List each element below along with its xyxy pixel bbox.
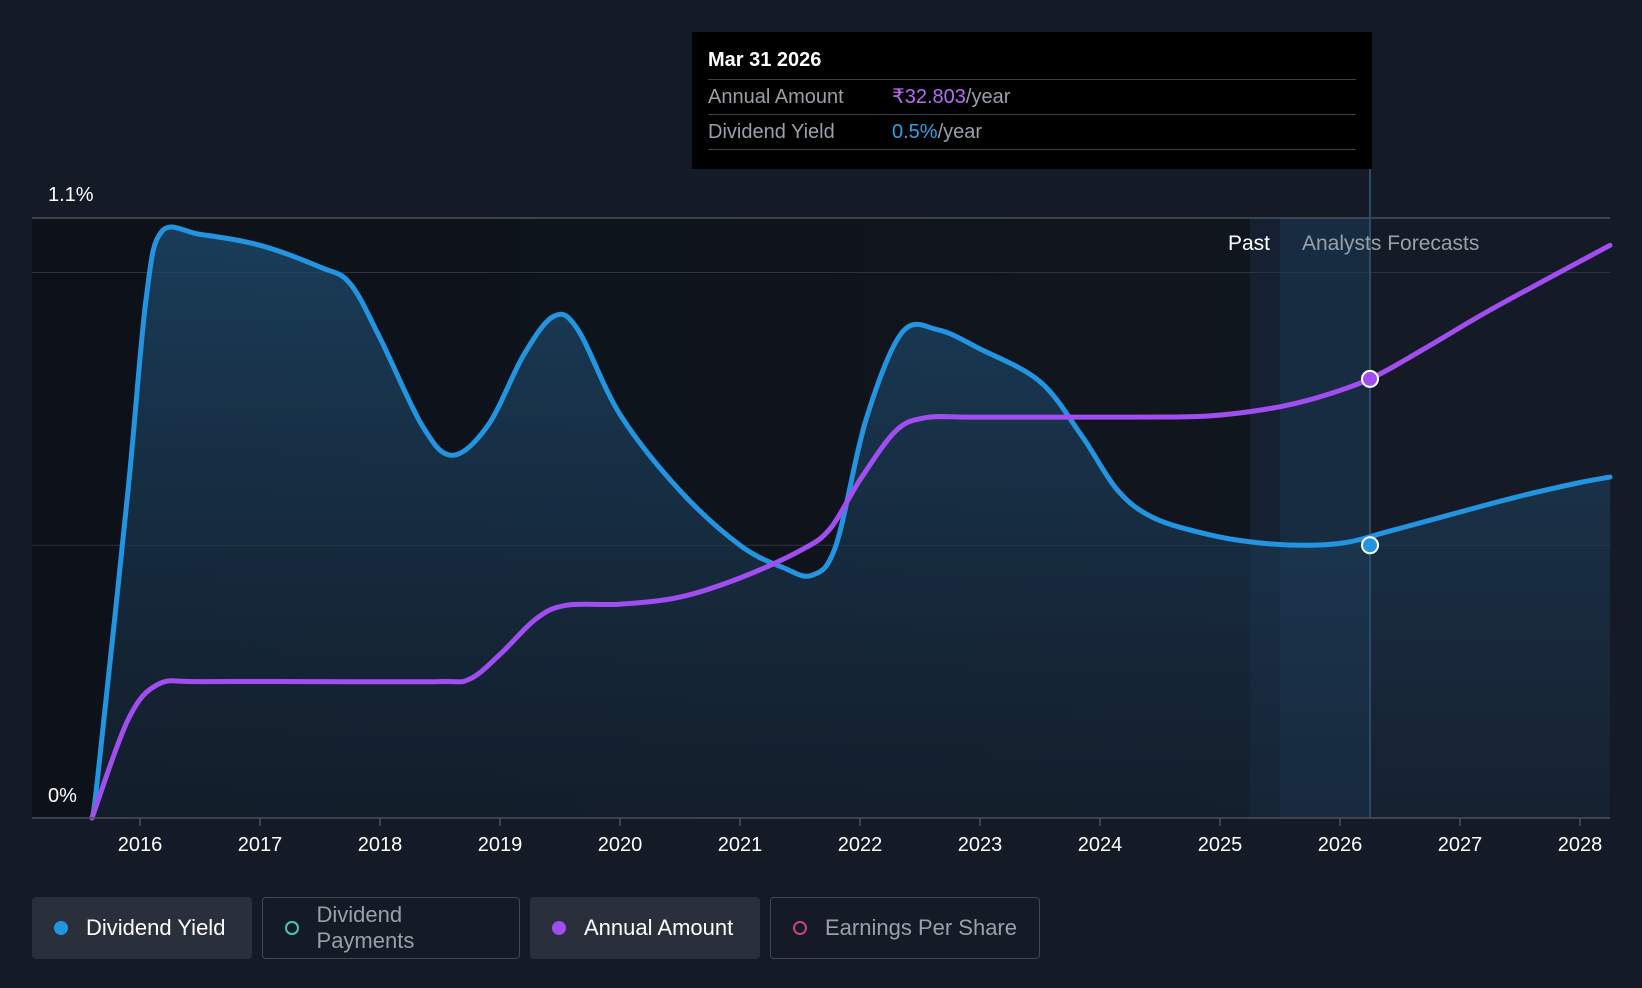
tooltip-yield-value: 0.5% [892,121,938,143]
tooltip-annual-row: Annual Amount ₹32.803/year [708,80,1356,115]
x-tick-label: 2019 [478,834,523,856]
tooltip-annual-label: Annual Amount [708,86,844,108]
dividend-yield-line [89,224,1613,821]
tooltip-yield-suffix: /year [937,121,983,143]
x-tick-label: 2027 [1438,834,1483,856]
legend-dividend-yield-icon [54,921,68,935]
tooltip-annual-value: ₹32.803 [892,86,966,108]
x-tick-label: 2028 [1558,834,1603,856]
analysts-forecasts-label: Analysts Forecasts [1302,232,1479,255]
tooltip-annual-suffix: /year [965,86,1011,108]
x-tick-label: 2026 [1318,834,1363,856]
legend-annual-amount-label: Annual Amount [584,915,734,940]
x-tick-label: 2023 [958,834,1003,856]
legend: Dividend Yield Dividend Payments Annual … [32,897,1050,959]
y-axis-top-label: 1.1% [48,184,94,206]
legend-dividend-yield[interactable]: Dividend Yield [32,897,252,959]
dividend-yield-area [92,226,1610,818]
x-tick-label: 2018 [358,834,403,856]
legend-dividend-yield-label: Dividend Yield [86,915,226,940]
x-tick-label: 2020 [598,834,643,856]
y-axis-bottom-label: 0% [48,785,77,807]
tooltip-yield-label: Dividend Yield [708,121,835,143]
legend-annual-amount-icon [552,921,566,935]
x-tick-label: 2017 [238,834,283,856]
x-tick-label: 2021 [718,834,763,856]
legend-dividend-payments-label: Dividend Payments [316,902,415,953]
x-tick-label: 2016 [118,834,163,856]
past-label: Past [1228,232,1270,255]
legend-dividend-payments-icon [285,921,299,935]
tooltip-date: Mar 31 2026 [708,45,1356,80]
annual-amount-line [89,242,1613,821]
x-tick-label: 2022 [838,834,883,856]
x-tick-label: 2024 [1078,834,1123,856]
yield-hover-marker [1361,536,1379,555]
legend-annual-amount[interactable]: Annual Amount [530,897,760,959]
legend-earnings-per-share-label: Earnings Per Share [825,915,1017,940]
legend-earnings-per-share-icon [793,921,807,935]
legend-earnings-per-share[interactable]: Earnings Per Share [770,897,1040,959]
tooltip-yield-row: Dividend Yield 0.5%/year [708,115,1356,150]
x-tick-label: 2025 [1198,834,1243,856]
annual-hover-marker [1361,369,1379,388]
x-axis-ticks: 2016 2017 2018 2019 2020 2021 2022 2023 2024 2025… [118,818,1603,856]
tooltip: Mar 31 2026 Annual Amount ₹32.803/year D… [692,32,1372,169]
legend-dividend-payments[interactable]: Dividend Payments [262,897,520,959]
